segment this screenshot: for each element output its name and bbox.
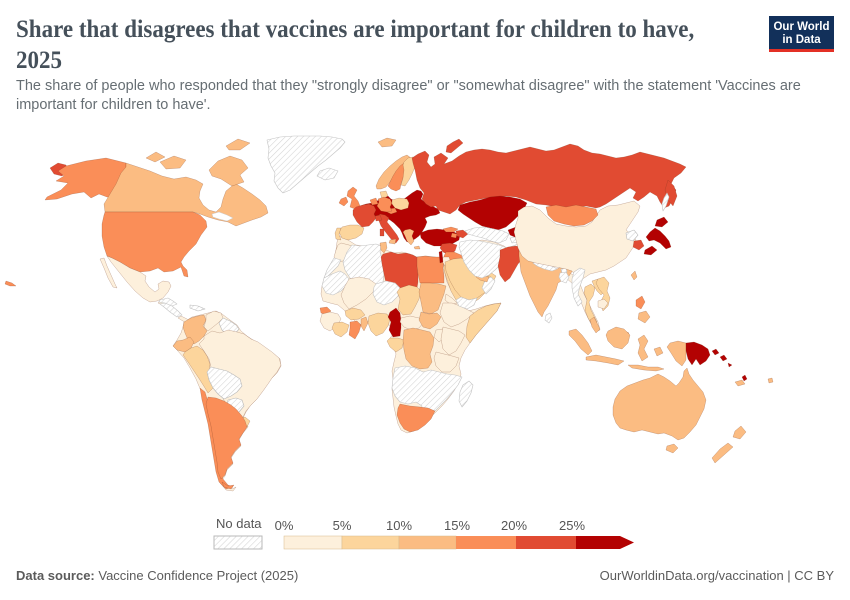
svg-text:25%: 25% [559,518,585,533]
svg-text:5%: 5% [333,518,352,533]
svg-text:15%: 15% [444,518,470,533]
svg-text:10%: 10% [386,518,412,533]
svg-text:20%: 20% [501,518,527,533]
svg-text:0%: 0% [275,518,294,533]
